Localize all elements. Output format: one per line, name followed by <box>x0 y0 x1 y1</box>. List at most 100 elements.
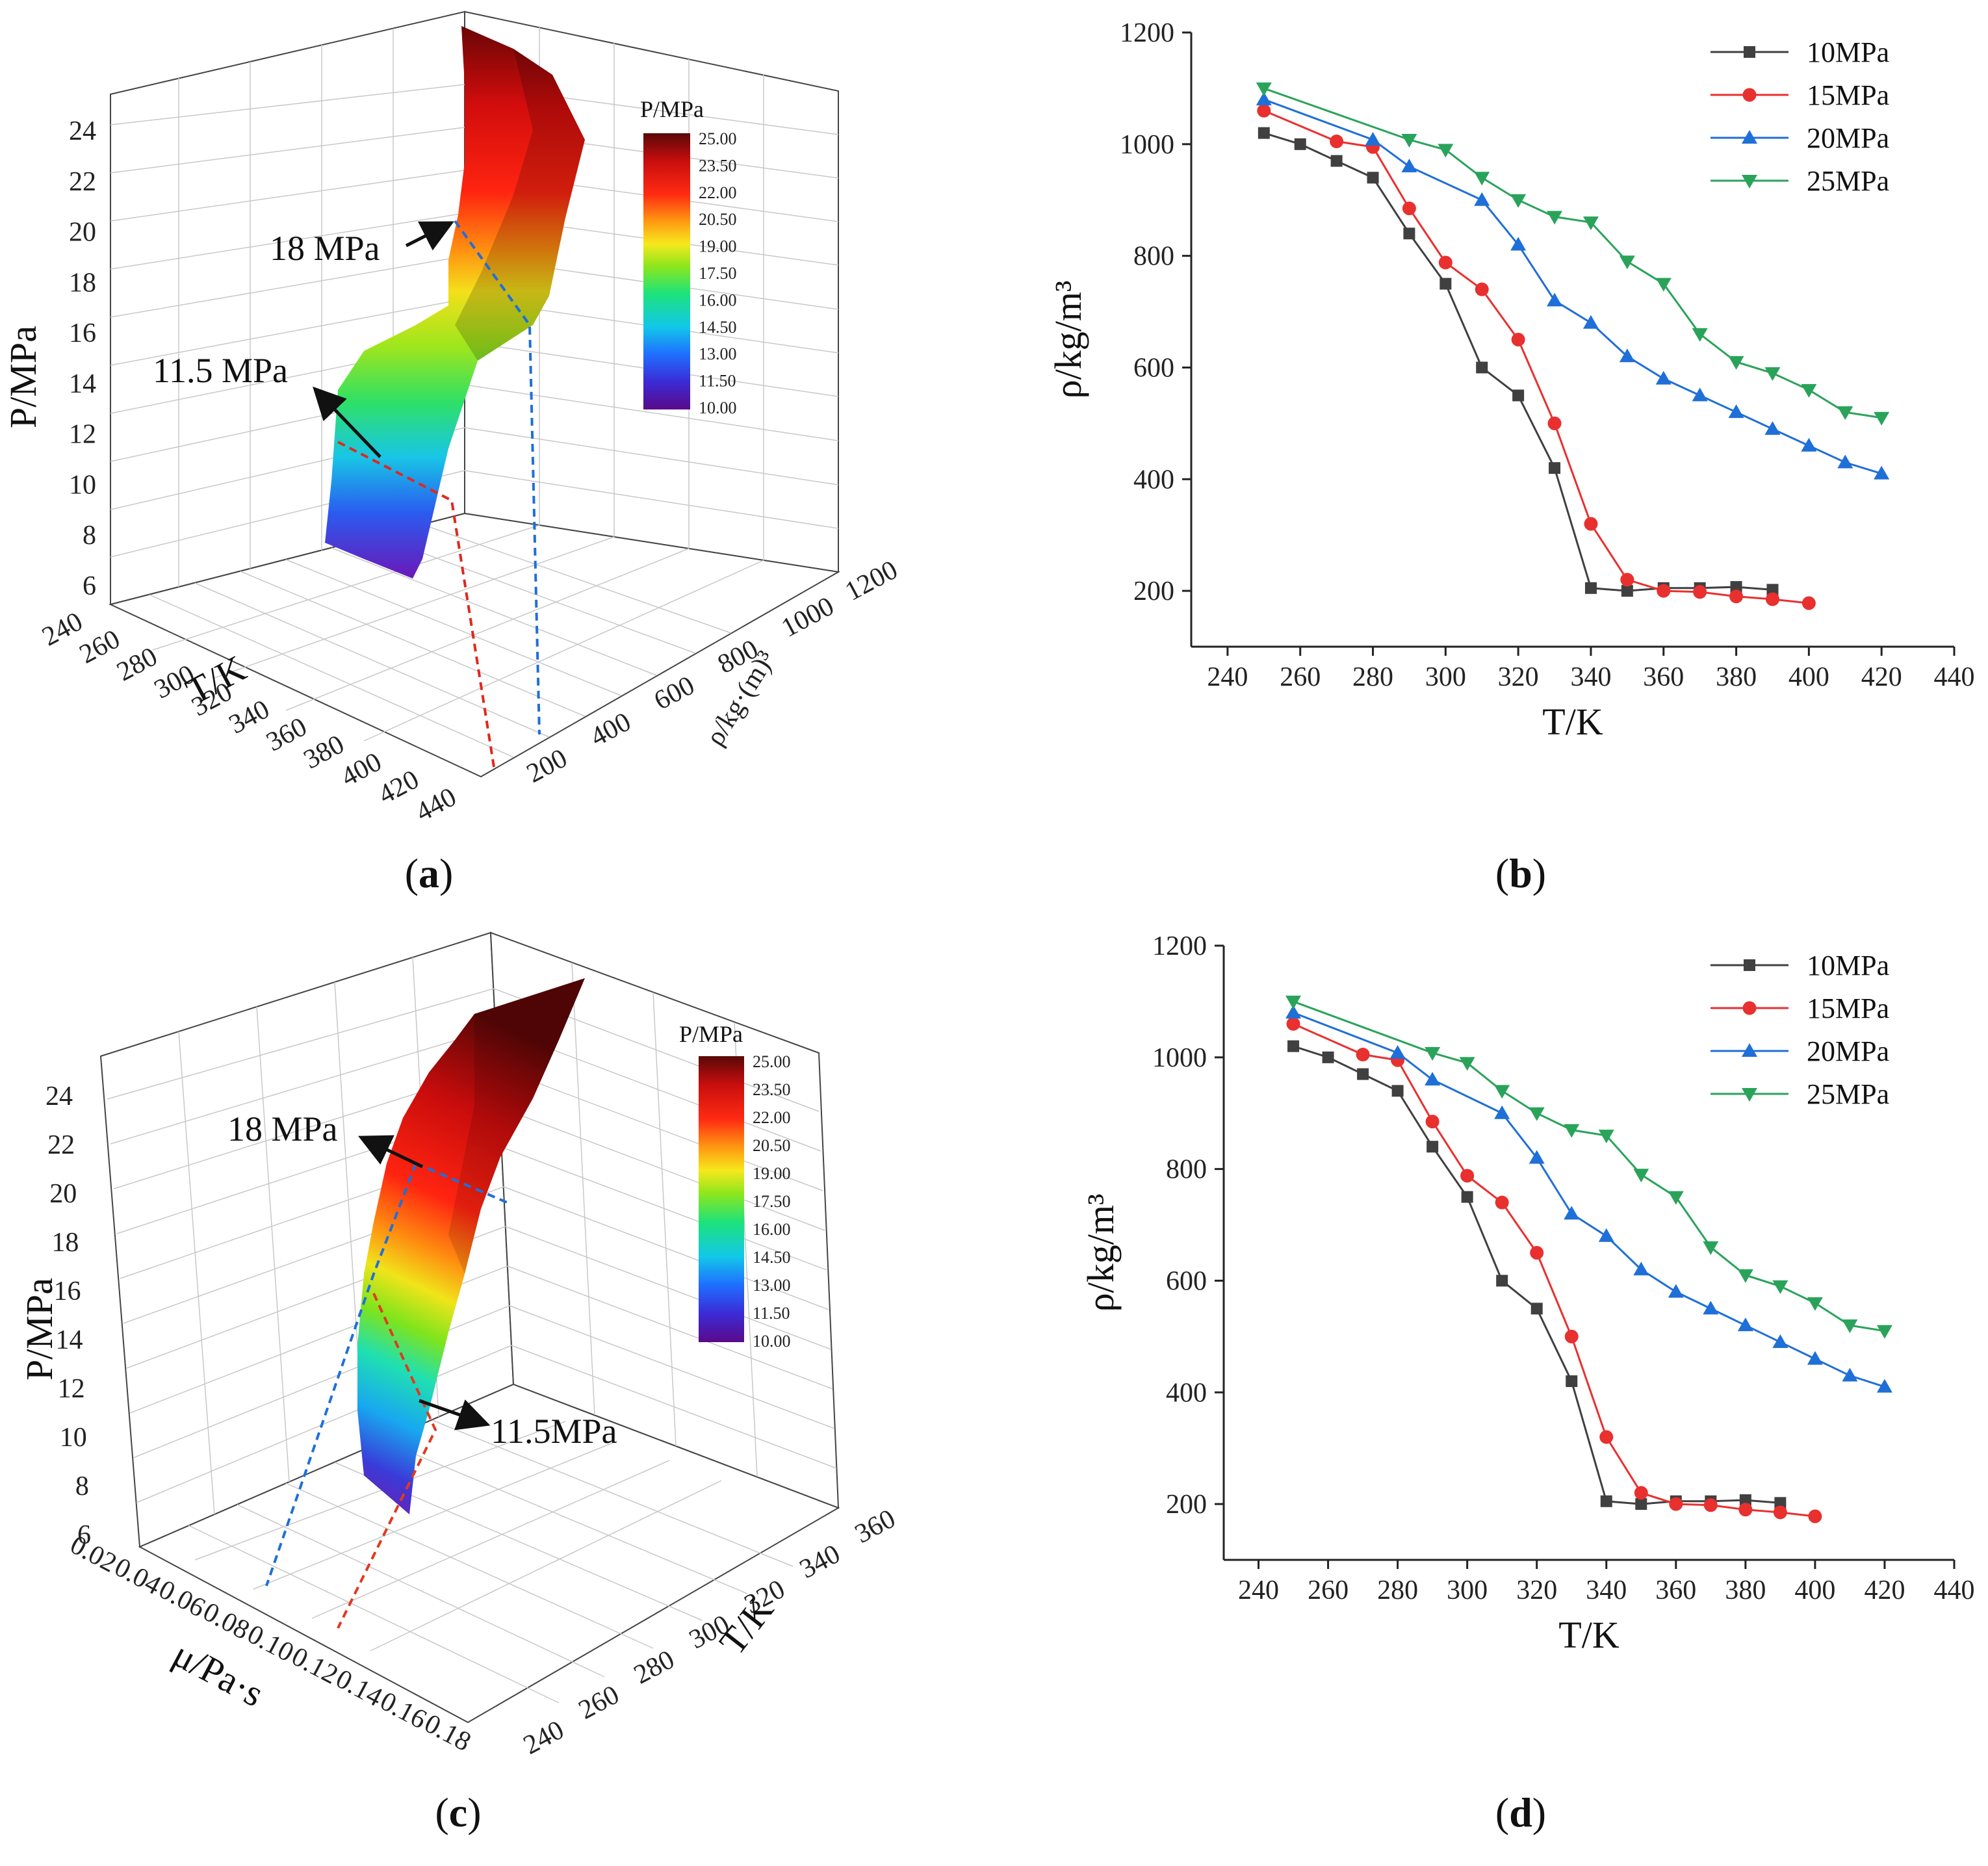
legend-label: 10MPa <box>1807 36 1889 68</box>
data-point <box>1703 1241 1719 1255</box>
data-point <box>1742 1088 1757 1102</box>
data-point <box>1619 255 1635 270</box>
panel-b-line-chart: 240 260 280 300 320 340 360 380 400 420 440 200 400 6… <box>1047 18 1975 743</box>
data-point <box>1619 348 1635 363</box>
data-point <box>1744 959 1755 971</box>
colorbar <box>643 133 690 409</box>
tick-label: 260 <box>574 1679 624 1725</box>
tick-label: 1200 <box>840 555 903 607</box>
tick-label: 16 <box>53 1276 81 1306</box>
tick-label: 6 <box>77 1520 91 1550</box>
data-point <box>1439 278 1452 290</box>
x-tick-label: 400 <box>1794 1575 1835 1605</box>
data-point <box>1294 138 1306 150</box>
tick-label: 24 <box>69 116 96 146</box>
x-tick-label: 400 <box>1788 662 1829 692</box>
series-line <box>1293 1000 1885 1332</box>
data-point <box>1584 517 1598 531</box>
data-point <box>1256 92 1272 106</box>
tick-label: 24 <box>45 1082 73 1111</box>
y-tick-label: 1200 <box>1120 18 1174 48</box>
panel-d-line-chart: 240 260 280 300 320 340 360 380 400 420 440 200 400 6… <box>1079 931 1975 1656</box>
data-point <box>1774 1497 1787 1509</box>
data-point <box>1356 1048 1370 1062</box>
data-point <box>1330 155 1343 167</box>
data-point <box>1582 315 1599 329</box>
tick-label: 600 <box>649 671 699 716</box>
tick-label: 17.50 <box>699 264 737 283</box>
series-line <box>1293 1022 1816 1518</box>
data-point <box>1742 130 1757 144</box>
x-tick-label: 280 <box>1377 1575 1418 1605</box>
data-point <box>1634 1486 1648 1500</box>
series-25MPa <box>1285 995 1892 1339</box>
tick-label: 340 <box>795 1539 845 1585</box>
tick-label: 10.00 <box>699 398 737 417</box>
tick-label: 22.00 <box>699 183 737 202</box>
tick-label: 6 <box>83 571 96 601</box>
data-point <box>1476 361 1488 374</box>
density-surface <box>325 26 585 578</box>
data-point <box>1742 1001 1757 1015</box>
data-point <box>1874 465 1890 480</box>
colorbar-title: P/MPa <box>679 1021 743 1047</box>
x-tick-label: 240 <box>1238 1575 1279 1605</box>
tick-label: 360 <box>850 1504 900 1549</box>
data-point <box>1330 135 1344 149</box>
data-point <box>1765 592 1779 606</box>
data-point <box>1401 133 1417 148</box>
y-axis-label: ρ/kg/m³ <box>1047 281 1089 399</box>
annotation-18mpa: 18 MPa <box>270 229 380 268</box>
x-tick-label: 440 <box>1934 662 1975 692</box>
data-point <box>1365 131 1381 146</box>
tick-label: 13.00 <box>699 344 737 363</box>
series-15MPa <box>1257 103 1816 610</box>
data-point <box>1668 1191 1684 1205</box>
data-point <box>1286 1017 1300 1031</box>
data-point <box>1874 411 1890 426</box>
legend-label: 25MPa <box>1807 1078 1889 1110</box>
data-point <box>1633 1169 1649 1183</box>
colorbar <box>699 1056 744 1342</box>
data-point <box>1529 1150 1545 1164</box>
data-point <box>1547 211 1563 225</box>
tick-label: 20 <box>49 1179 77 1209</box>
data-point <box>1742 88 1757 102</box>
y-tick-label: 400 <box>1133 465 1174 495</box>
data-point <box>1728 356 1744 370</box>
data-point <box>1600 1495 1612 1507</box>
x-tick-label: 360 <box>1643 662 1684 692</box>
data-point <box>1703 1498 1718 1512</box>
tick-label: 400 <box>586 707 636 753</box>
data-point <box>1737 1269 1753 1283</box>
z-axis-label: P/MPa <box>2 326 44 428</box>
tick-label: 11.50 <box>699 372 736 391</box>
data-point <box>1620 573 1634 587</box>
tick-label: 16.00 <box>699 291 737 309</box>
series-line <box>1263 98 1882 475</box>
data-point <box>1530 1302 1543 1315</box>
data-point <box>1808 1509 1822 1523</box>
data-point <box>1475 282 1489 296</box>
tick-label: 16.00 <box>753 1220 791 1239</box>
data-point <box>1438 255 1452 270</box>
data-point <box>1730 581 1742 593</box>
data-point <box>1738 1503 1753 1517</box>
x-tick-label: 300 <box>1447 1575 1488 1605</box>
surface-shading <box>448 978 585 1274</box>
tick-label: 10 <box>69 470 96 500</box>
data-point <box>1728 404 1744 419</box>
dashed-line-11-5mpa <box>337 441 495 768</box>
data-point <box>1693 585 1707 599</box>
data-point <box>1655 278 1672 292</box>
data-point <box>1764 421 1781 435</box>
data-point <box>1391 1085 1404 1097</box>
caption-c: (c) <box>435 1789 481 1835</box>
tick-label: 12 <box>58 1374 85 1404</box>
series-20MPa <box>1256 92 1890 480</box>
tick-label: 240 <box>519 1715 569 1761</box>
data-point <box>1635 1498 1647 1510</box>
data-point <box>1549 462 1561 474</box>
data-point <box>1598 1228 1614 1242</box>
